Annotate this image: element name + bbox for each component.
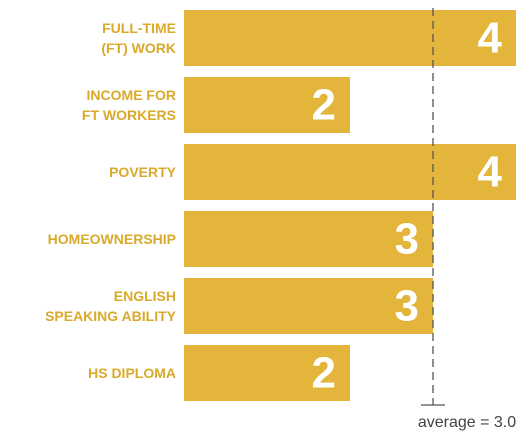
average-label: average = 3.0 bbox=[418, 414, 516, 431]
value-label: 4 bbox=[478, 14, 503, 63]
bar bbox=[184, 278, 433, 334]
bar bbox=[184, 77, 350, 133]
category-label: INCOME FOR FT WORKERS bbox=[81, 87, 176, 123]
category-label: HOMEOWNERSHIP bbox=[47, 231, 176, 247]
bar bbox=[184, 345, 350, 401]
category-label: FULL-TIME (FT) WORK bbox=[101, 20, 176, 56]
category-label: ENGLISH SPEAKING ABILITY bbox=[45, 288, 176, 324]
value-label: 4 bbox=[478, 148, 503, 197]
bar bbox=[184, 211, 433, 267]
bar bbox=[184, 10, 516, 66]
value-label: 3 bbox=[395, 215, 419, 264]
category-label: POVERTY bbox=[109, 164, 176, 180]
bar bbox=[184, 144, 516, 200]
value-label: 2 bbox=[312, 81, 336, 130]
category-label: HS DIPLOMA bbox=[88, 365, 176, 381]
value-label: 3 bbox=[395, 282, 419, 331]
value-label: 2 bbox=[312, 349, 336, 398]
